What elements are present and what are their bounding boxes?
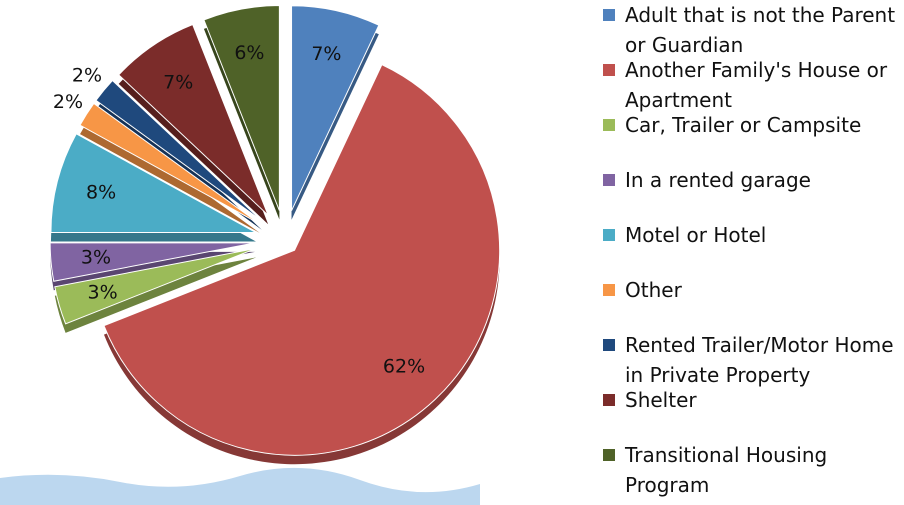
- data-label: 2%: [72, 65, 102, 87]
- legend-item: Rented Trailer/Motor Home in Private Pro…: [603, 330, 903, 390]
- legend-swatch: [603, 119, 615, 131]
- slice: [79, 102, 260, 225]
- legend-swatch: [603, 64, 615, 76]
- slice: [103, 64, 501, 456]
- data-label: 3%: [88, 281, 118, 303]
- slice: [54, 247, 257, 325]
- legend-label: Motel or Hotel: [625, 223, 767, 247]
- slice: [291, 5, 380, 211]
- legend-swatch: [603, 339, 615, 351]
- data-label: 7%: [311, 43, 341, 65]
- legend-label: Car, Trailer or Campsite: [625, 113, 862, 137]
- data-label: 7%: [163, 71, 193, 93]
- data-label: 6%: [234, 42, 264, 64]
- data-label: 8%: [86, 181, 116, 203]
- legend-swatch: [603, 229, 615, 241]
- legend-item: Another Family's House or Apartment: [603, 55, 903, 115]
- legend-label: In a rented garage: [625, 168, 811, 192]
- legend-label: Adult that is not the Parent or Guardian: [625, 3, 896, 57]
- decoration: [0, 467, 480, 505]
- slice: [49, 242, 256, 282]
- legend-swatch: [603, 284, 615, 296]
- slice: [95, 79, 263, 222]
- legend-label: Transitional Housing Program: [625, 443, 828, 497]
- legend-label: Rented Trailer/Motor Home in Private Pro…: [625, 333, 894, 387]
- legend-swatch: [603, 449, 615, 461]
- legend-item: In a rented garage: [603, 165, 903, 195]
- data-label: 2%: [53, 91, 83, 113]
- legend-item: Shelter: [603, 385, 903, 415]
- legend-item: Transitional Housing Program: [603, 440, 903, 500]
- slice: [117, 23, 269, 216]
- legend-label: Other: [625, 278, 682, 302]
- legend-label: Another Family's House or Apartment: [625, 58, 888, 112]
- legend-swatch: [603, 394, 615, 406]
- legend-swatch: [603, 174, 615, 186]
- legend-item: Motel or Hotel: [603, 220, 903, 250]
- legend-swatch: [603, 9, 615, 21]
- legend-item: Adult that is not the Parent or Guardian: [603, 0, 903, 60]
- slice: [50, 133, 257, 234]
- slice: [203, 5, 280, 211]
- legend-item: Other: [603, 275, 903, 305]
- legend-label: Shelter: [625, 388, 697, 412]
- legend-item: Car, Trailer or Campsite: [603, 110, 903, 140]
- slice-depth: [54, 257, 257, 333]
- pie-area: 7% 62% 3% 3% 8% 2% 2% 7% 6%: [0, 5, 501, 505]
- data-label: 3%: [81, 246, 111, 268]
- data-label: 62%: [383, 355, 425, 377]
